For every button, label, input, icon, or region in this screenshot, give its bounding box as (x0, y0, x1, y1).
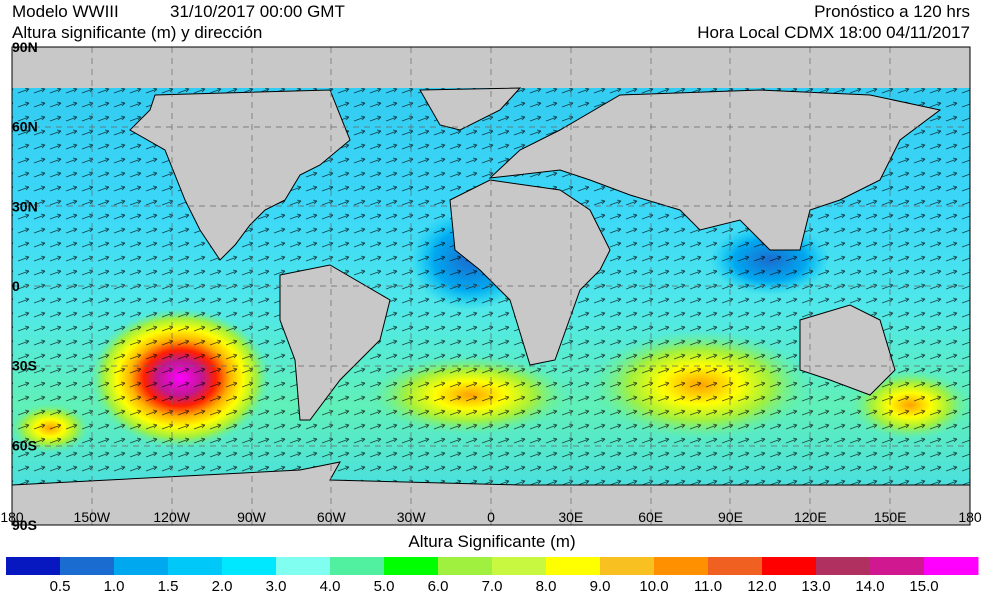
longitude-label: 180 (958, 509, 982, 525)
latitude-labels: 90N 60N 30N 0 30S 60S 90S (12, 39, 38, 533)
colorbar-label: 14.0 (855, 578, 884, 593)
colorbar-label: 0.5 (50, 578, 71, 593)
latitude-label: 60S (12, 437, 37, 453)
latitude-label: 30S (12, 358, 37, 374)
longitude-label: 90W (237, 509, 267, 525)
colorbar-label: 2.0 (212, 578, 233, 593)
colorbar-label: 1.5 (158, 578, 179, 593)
colorbar-swatch (438, 557, 493, 575)
longitude-label: 180 (0, 509, 24, 525)
latitude-label: 30N (12, 198, 38, 214)
colorbar-swatch (168, 557, 223, 575)
longitude-label: 60W (317, 509, 347, 525)
colorbar-swatch (816, 557, 871, 575)
longitude-label: 150W (74, 509, 111, 525)
longitude-label: 120W (153, 509, 190, 525)
colorbar-swatch (492, 557, 547, 575)
longitude-label: 120E (794, 509, 827, 525)
colorbar-label: 4.0 (320, 578, 341, 593)
colorbar-swatch (384, 557, 439, 575)
colorbar-swatch (546, 557, 601, 575)
latitude-label: 60N (12, 119, 38, 135)
longitude-label: 0 (487, 509, 495, 525)
map-frame (11, 46, 971, 526)
colorbar-swatch (870, 557, 925, 575)
colorbar-label: 10.0 (639, 578, 668, 593)
colorbar-label: 13.0 (801, 578, 830, 593)
forecast-hours: Pronóstico a 120 hrs (814, 2, 970, 21)
colorbar-swatch (708, 557, 763, 575)
colorbar-label: 11.0 (694, 578, 722, 593)
colorbar-swatch (654, 557, 709, 575)
colorbar-label: 7.0 (482, 578, 503, 593)
colorbar-label: 9.0 (590, 578, 611, 593)
colorbar-label: 5.0 (374, 578, 395, 593)
longitude-label: 150E (874, 509, 907, 525)
colorbar-label: 8.0 (536, 578, 557, 593)
colorbar-swatch (222, 557, 277, 575)
latitude-label: 0 (12, 278, 20, 294)
colorbar: 0.5 1.0 1.5 2.0 3.0 4.0 5.0 6.0 7.0 8.0 9.0 10.0 11.… (6, 557, 979, 593)
colorbar-swatch (924, 557, 979, 575)
longitude-label: 60E (638, 509, 663, 525)
colorbar-swatch (276, 557, 331, 575)
colorbar-label: 15.0 (909, 578, 938, 593)
colorbar-swatch (330, 557, 385, 575)
graticule (12, 47, 970, 525)
colorbar-swatch (60, 557, 115, 575)
colorbar-swatch (6, 557, 61, 575)
latitude-label: 90N (12, 39, 38, 55)
longitude-label: 30E (558, 509, 583, 525)
colorbar-title: Altura Significante (m) (408, 532, 575, 551)
local-time: Hora Local CDMX 18:00 04/11/2017 (697, 23, 970, 42)
latitude-label: 90S (12, 517, 37, 533)
colorbar-label: 1.0 (104, 578, 125, 593)
longitude-label: 30W (397, 509, 427, 525)
colorbar-swatch (600, 557, 655, 575)
model-name: Modelo WWIII (12, 2, 119, 21)
colorbar-swatch (114, 557, 169, 575)
init-time: 31/10/2017 00:00 GMT (170, 2, 345, 21)
longitude-label: 90E (718, 509, 743, 525)
longitude-labels: 180 150W 120W 90W 60W 30W 0 30E 60E 90E 120E 150E 18… (0, 509, 982, 525)
variable: Altura significante (m) y dirección (12, 23, 262, 42)
colorbar-label: 6.0 (428, 578, 449, 593)
colorbar-label: 3.0 (266, 578, 287, 593)
colorbar-label: 12.0 (747, 578, 776, 593)
colorbar-swatch (762, 557, 817, 575)
